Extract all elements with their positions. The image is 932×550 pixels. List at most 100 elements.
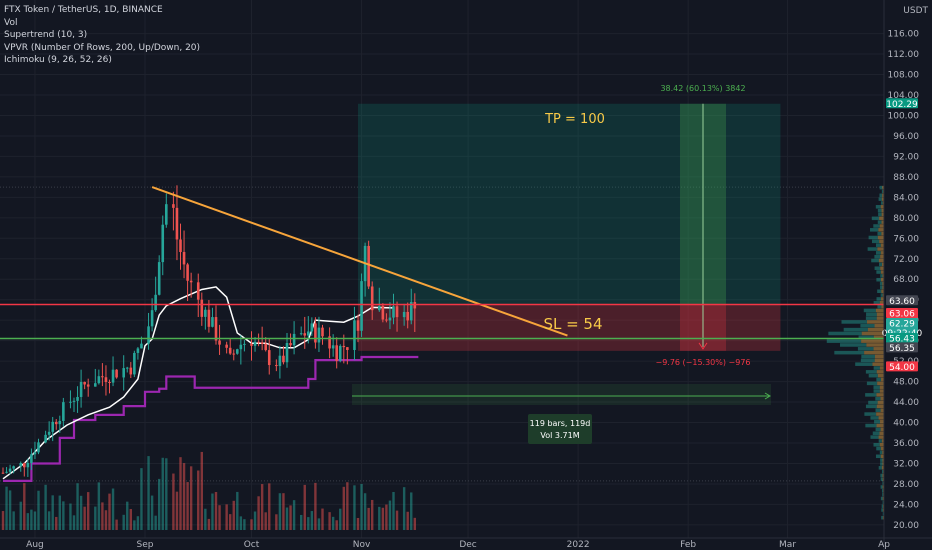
vpvr-bar-up [876,446,881,451]
vpvr-bar-down [880,446,884,451]
price-tick-label: 88.00 [893,173,919,183]
volume-bar [189,466,193,530]
volume-bar [147,456,150,530]
vpvr-bar-up [877,289,882,294]
vpvr-bar-down [879,443,884,447]
vpvr-bar-up [874,266,881,270]
vpvr-bar-up [875,243,881,247]
vpvr-bar-down [874,358,884,363]
vpvr-bar-up [880,458,883,462]
candle-body [406,311,409,321]
indicator-vpvr[interactable]: VPVR (Number Of Rows, 200, Up/Down, 20) [4,42,201,53]
candle-body [140,343,143,349]
candle-body [129,367,133,375]
price-tick-label: 36.00 [893,439,919,449]
price-tick-label: 116.00 [888,30,920,40]
indicator-ichimoku[interactable]: Ichimoku (9, 26, 52, 26) [4,55,112,65]
volume-bar [363,493,367,530]
loss-zone [358,304,781,351]
volume-bar [154,515,157,530]
vpvr-bar-down [879,366,884,370]
candle-body [207,309,211,327]
candle-body [367,245,370,287]
volume-bar [12,511,15,530]
price-tick-label: 48.00 [893,378,919,388]
vpvr-bar-up [871,258,879,263]
candle-body [253,341,257,346]
vpvr-bar-up [860,358,875,363]
volume-bar [72,515,76,530]
candle-body [62,402,65,421]
symbol-title[interactable]: FTX Token / TetherUS, 1D, BINANCE [4,5,163,15]
candle-body [331,345,335,349]
candle-body [122,368,125,378]
volume-bar [136,516,140,530]
vpvr-bar-down [880,251,884,255]
candle-body [342,345,346,348]
volume-bar [289,505,292,530]
vpvr-bar-down [882,201,884,205]
indicator-supertrend[interactable]: Supertrend (10, 3) [4,30,88,40]
candle-body [175,207,179,240]
vpvr-bar-up [880,274,883,278]
candle-body [321,327,324,337]
candle-body [275,365,278,367]
indicator-vol[interactable]: Vol [4,17,18,28]
vpvr-bar-up [878,197,882,201]
candle-body [346,347,349,351]
volume-bar [303,484,306,530]
vpvr-bar-down [881,197,884,201]
volume-bar [371,499,374,530]
volume-bar [268,483,271,530]
vpvr-bar-down [881,208,884,213]
vpvr-bar-down [882,458,884,462]
vpvr-bar-up [863,308,876,313]
vpvr-bar-down [861,339,884,343]
volume-bar [165,458,168,530]
candle-body [236,349,239,354]
candle-body [23,462,26,468]
candle-body [51,421,54,432]
price-tick-label: 112.00 [888,50,920,60]
candle-body [314,323,317,343]
price-tick-label: 44.00 [893,398,919,408]
candle-body [189,280,193,283]
candle-body [111,369,115,383]
candle-body [97,376,101,384]
price-tick-label: 68.00 [893,275,919,285]
candle-body [392,306,395,318]
candle-body [182,252,186,265]
volume-bar [26,513,30,530]
vpvr-bar-down [881,289,884,294]
candle-body [19,462,23,467]
vpvr-histogram [826,185,884,520]
price-tick-label: 28.00 [893,480,919,490]
volume-bar [314,482,317,530]
vpvr-bar-down [882,515,884,520]
volume-bar [278,493,282,530]
candle-body [186,264,189,281]
vpvr-bar-up [865,423,877,428]
vpvr-bar-up [876,270,881,274]
long-position-tool: 38.42 (60.13%) 3842 −9.76 (−15.30%) −976 [358,84,781,367]
candle-body [409,301,413,321]
currency-label: USDT [903,6,928,16]
candle-body [12,466,15,469]
vpvr-bar-up [880,201,883,205]
volume-bar [150,495,154,530]
price-badge [886,295,918,306]
candle-body [299,333,303,335]
volume-bar [175,491,179,530]
price-tick-label: 104.00 [888,91,920,101]
vpvr-bar-down [880,408,884,412]
time-tick-label: Ap [878,540,890,550]
vpvr-bar-up [826,339,862,343]
vpvr-bar-down [876,404,884,409]
volume-bar [182,463,186,530]
date-range-tool: 119 bars, 119d Vol 3.71M [352,384,771,444]
vpvr-bar-down [876,393,884,397]
volume-bar [62,501,65,530]
volume-bar [211,493,214,530]
vpvr-bar-up [877,220,882,224]
